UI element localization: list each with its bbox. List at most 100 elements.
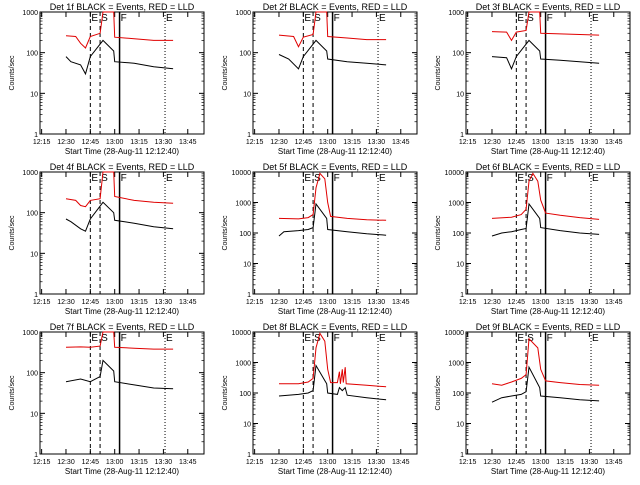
x-tick-label: 12:30: [57, 299, 75, 306]
x-tick-label: 13:45: [179, 299, 197, 306]
x-tick-label: 12:45: [82, 139, 100, 146]
x-tick-label: 12:45: [508, 459, 526, 466]
detector-panel: Det 5f BLACK = Events, RED = LLD Counts/s…: [222, 162, 418, 316]
plot-frame: [252, 331, 418, 455]
event-flag-label: F: [334, 333, 340, 344]
plot-frame: [39, 331, 205, 455]
detector-panel: Det 8f BLACK = Events, RED = LLD Counts/s…: [222, 322, 418, 476]
x-tick-label: 12:30: [270, 299, 288, 306]
x-tick-label: 12:45: [295, 459, 313, 466]
y-tick-label: 1000: [448, 201, 464, 208]
x-tick-label: 13:45: [605, 459, 623, 466]
panel-title: Det 9f BLACK = Events, RED = LLD: [476, 322, 621, 332]
y-axis-label: Counts/sec: [222, 375, 229, 411]
y-tick-label: 100: [452, 391, 464, 398]
event-flag-label: E: [166, 333, 173, 344]
x-axis-label: Start Time (28-Aug-11 12:12:40): [491, 147, 605, 156]
x-tick-label: 13:30: [581, 459, 599, 466]
x-tick-label: 13:45: [605, 139, 623, 146]
y-tick-label: 100: [26, 211, 38, 218]
y-tick-label: 10: [243, 262, 251, 269]
y-tick-label: 10000: [232, 170, 252, 177]
panel-title: Det 5f BLACK = Events, RED = LLD: [263, 162, 408, 172]
event-flag-label: E: [166, 173, 173, 184]
y-tick-label: 1000: [235, 201, 251, 208]
x-tick-label: 13:30: [368, 459, 386, 466]
x-tick-label: 13:15: [556, 459, 574, 466]
x-tick-label: 13:15: [556, 139, 574, 146]
event-flag-label: F: [547, 13, 553, 24]
detector-panel: Det 2f BLACK = Events, RED = LLD Counts/s…: [222, 2, 418, 156]
event-flag-label: E: [517, 13, 524, 24]
y-tick-label: 10: [30, 411, 38, 418]
x-tick-label: 13:30: [368, 299, 386, 306]
x-tick-label: 12:45: [295, 299, 313, 306]
x-tick-label: 13:30: [581, 299, 599, 306]
event-flag-label: F: [121, 13, 127, 24]
x-tick-label: 13:45: [392, 139, 410, 146]
x-tick-label: 12:15: [246, 459, 264, 466]
plot-frame: [465, 171, 631, 295]
x-tick-label: 13:00: [532, 299, 550, 306]
x-tick-label: 12:15: [459, 299, 477, 306]
x-tick-label: 12:30: [483, 139, 501, 146]
x-tick-label: 13:00: [319, 299, 337, 306]
y-tick-label: 10: [243, 91, 251, 98]
x-tick-label: 13:00: [319, 459, 337, 466]
lld-series-line: [491, 172, 600, 220]
x-tick-label: 13:15: [343, 299, 361, 306]
x-axis-label: Start Time (28-Aug-11 12:12:40): [65, 307, 179, 316]
panel-title: Det 8f BLACK = Events, RED = LLD: [263, 322, 408, 332]
y-tick-label: 100: [239, 391, 251, 398]
x-tick-label: 13:45: [605, 299, 623, 306]
y-tick-label: 1000: [448, 361, 464, 368]
x-tick-label: 12:30: [270, 139, 288, 146]
y-tick-label: 10: [456, 262, 464, 269]
lld-series-line: [65, 11, 174, 49]
x-tick-label: 12:45: [508, 139, 526, 146]
event-flag-label: E: [592, 333, 599, 344]
y-tick-label: 100: [239, 231, 251, 238]
y-tick-label: 1: [460, 132, 464, 139]
event-flag-label: E: [166, 13, 173, 24]
y-tick-label: 1: [34, 292, 38, 299]
x-tick-label: 13:15: [130, 139, 148, 146]
x-tick-label: 13:45: [392, 299, 410, 306]
event-flag-label: E: [517, 173, 524, 184]
events-series-line: [65, 359, 174, 390]
panel-title: Det 4f BLACK = Events, RED = LLD: [50, 162, 195, 172]
plot-frame: [39, 11, 205, 135]
event-flag-label: S: [314, 333, 321, 344]
events-series-line: [278, 39, 387, 70]
x-tick-label: 13:30: [581, 139, 599, 146]
x-tick-label: 13:30: [155, 139, 173, 146]
event-flag-label: F: [121, 333, 127, 344]
lld-series-line: [279, 332, 387, 388]
x-tick-label: 13:00: [532, 139, 550, 146]
event-flag-label: S: [527, 333, 534, 344]
event-flag-label: E: [91, 13, 98, 24]
events-series-line: [278, 363, 387, 401]
detector-panel: Det 6f BLACK = Events, RED = LLD Counts/s…: [435, 162, 631, 316]
event-flag-label: E: [91, 173, 98, 184]
y-axis-label: Counts/sec: [9, 55, 16, 91]
y-tick-label: 1: [247, 292, 251, 299]
x-axis-label: Start Time (28-Aug-11 12:12:40): [278, 307, 392, 316]
y-tick-label: 1000: [22, 330, 38, 337]
y-tick-label: 10: [456, 91, 464, 98]
event-flag-label: E: [304, 13, 311, 24]
x-tick-label: 13:15: [130, 459, 148, 466]
y-axis-label: Counts/sec: [435, 55, 442, 91]
y-tick-label: 10: [456, 422, 464, 429]
x-tick-label: 12:15: [33, 139, 51, 146]
y-axis-label: Counts/sec: [9, 215, 16, 251]
x-tick-label: 12:30: [57, 139, 75, 146]
y-tick-label: 100: [452, 231, 464, 238]
y-tick-label: 1: [247, 452, 251, 459]
plot-frame: [465, 11, 631, 135]
y-axis-label: Counts/sec: [222, 55, 229, 91]
x-tick-label: 12:45: [82, 299, 100, 306]
x-tick-label: 13:30: [155, 459, 173, 466]
events-series-line: [65, 39, 174, 76]
